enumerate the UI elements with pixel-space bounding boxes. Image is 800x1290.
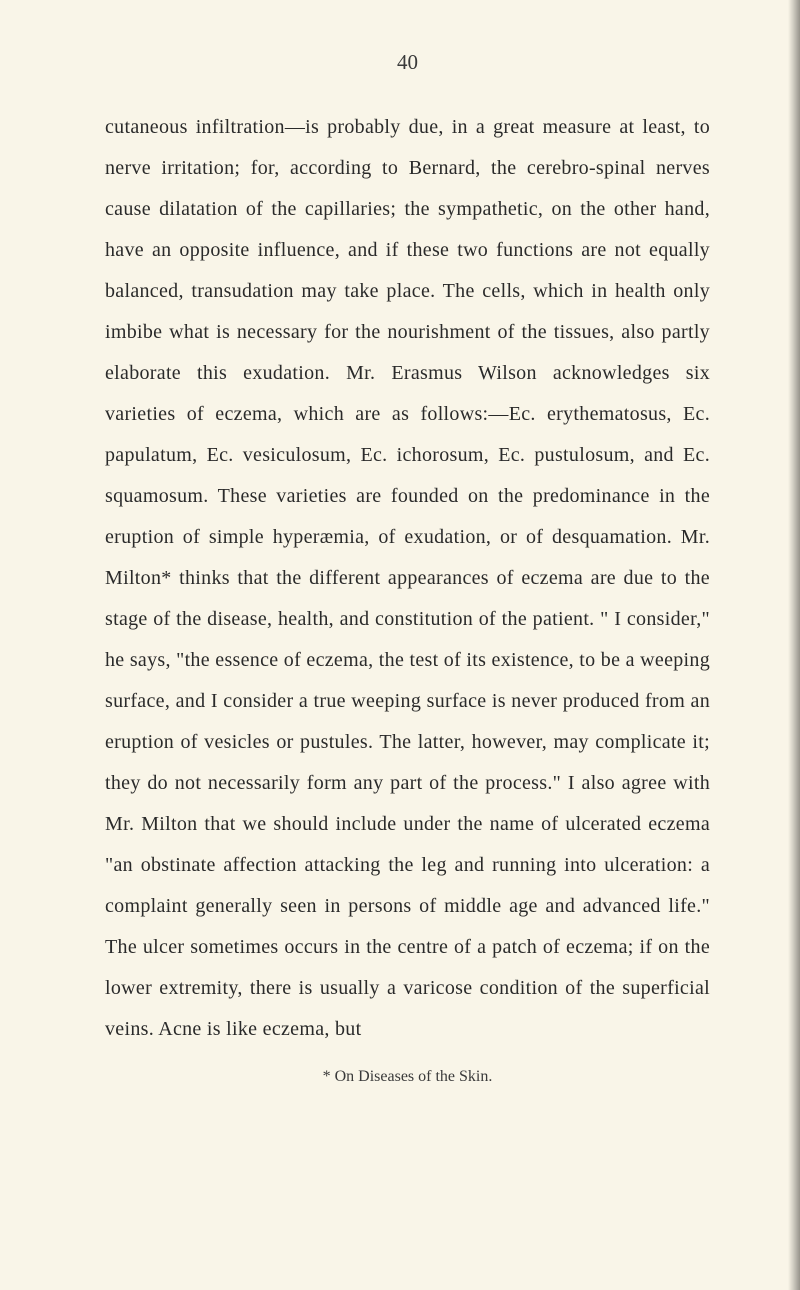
page-number: 40 xyxy=(105,50,710,75)
body-text: cutaneous infiltration—is probably due, … xyxy=(105,107,710,1050)
footnote: * On Diseases of the Skin. xyxy=(105,1068,710,1086)
page-container: 40 cutaneous infiltration—is probably du… xyxy=(0,0,800,1290)
page-edge-shadow xyxy=(788,0,800,1290)
